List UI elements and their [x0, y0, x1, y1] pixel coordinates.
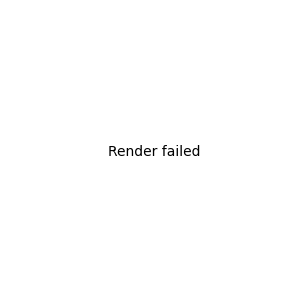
Text: Render failed: Render failed	[107, 145, 200, 158]
